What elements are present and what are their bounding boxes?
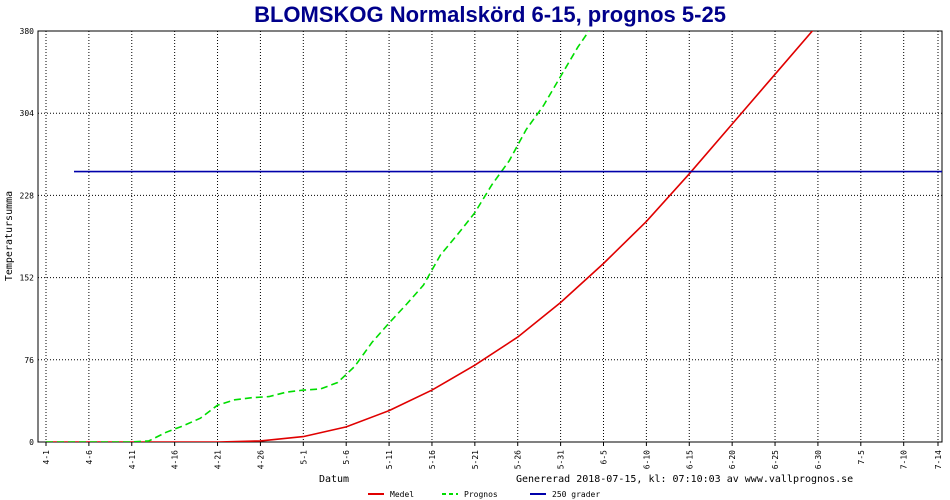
legend-label: Medel bbox=[390, 490, 414, 499]
x-tick-label: 6-5 bbox=[600, 450, 609, 465]
y-tick-label: 380 bbox=[20, 27, 35, 36]
grid-layer bbox=[38, 30, 942, 443]
legend-label: Prognos bbox=[464, 490, 498, 499]
y-tick-label: 152 bbox=[20, 274, 35, 283]
y-axis-label: Temperatursumma bbox=[4, 191, 15, 281]
x-tick-label: 4-21 bbox=[214, 450, 223, 469]
x-tick-label: 6-30 bbox=[814, 450, 823, 469]
x-tick-label: 5-21 bbox=[471, 450, 480, 469]
x-axis-label: Datum bbox=[319, 474, 349, 485]
x-tick-label: 5-16 bbox=[428, 450, 437, 469]
series-line-prognos bbox=[46, 31, 590, 442]
x-tick-label: 7-5 bbox=[857, 450, 866, 465]
x-tick-label: 6-15 bbox=[685, 450, 694, 469]
x-tick-label: 4-11 bbox=[128, 450, 137, 469]
x-tick-label: 4-6 bbox=[85, 450, 94, 465]
x-tick-label: 6-20 bbox=[728, 450, 737, 469]
x-tick-label: 4-26 bbox=[256, 450, 265, 469]
x-ticks: 4-1 4-6 4-11 4-16 4-21 4-26 5-1 5-6 5-11 5-16 5-21… bbox=[42, 442, 943, 469]
x-tick-label: 5-26 bbox=[514, 450, 523, 469]
plot-frame bbox=[37, 30, 943, 443]
x-tick-label: 5-31 bbox=[557, 450, 566, 469]
x-tick-label: 5-6 bbox=[342, 450, 351, 465]
series-line-medel bbox=[46, 31, 814, 442]
footer-text: Genererad 2018-07-15, kl: 07:10:03 av ww… bbox=[516, 474, 853, 485]
y-tick-label: 304 bbox=[20, 109, 35, 118]
y-tick-label: 76 bbox=[24, 356, 34, 365]
legend-label: 250 grader bbox=[552, 490, 600, 499]
chart-title: BLOMSKOG Normalskörd 6-15, prognos 5-25 bbox=[254, 2, 726, 27]
x-tick-label: 6-10 bbox=[642, 450, 651, 469]
x-tick-label: 4-16 bbox=[171, 450, 180, 469]
x-tick-label: 6-25 bbox=[771, 450, 780, 469]
x-tick-label: 7-10 bbox=[900, 450, 909, 469]
legend: Medel Prognos 250 grader bbox=[368, 490, 600, 499]
y-tick-label: 0 bbox=[29, 438, 34, 447]
x-tick-label: 5-1 bbox=[299, 450, 308, 465]
y-ticks: 0 76 152 228 304 380 bbox=[20, 27, 35, 447]
x-tick-label: 4-1 bbox=[42, 450, 51, 465]
series-layer bbox=[46, 31, 942, 442]
x-tick-label: 7-14 bbox=[934, 450, 943, 469]
y-tick-label: 228 bbox=[20, 191, 35, 200]
x-tick-label: 5-11 bbox=[385, 450, 394, 469]
